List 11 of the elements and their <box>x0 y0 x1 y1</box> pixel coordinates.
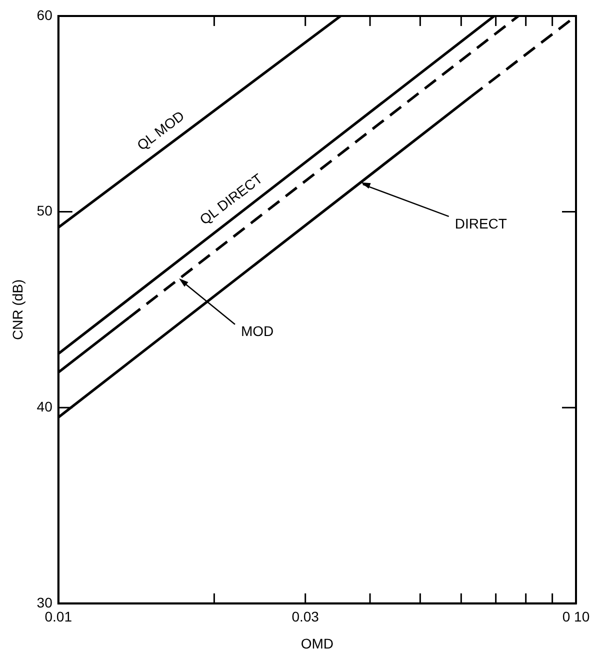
y-tick-label: 50 <box>36 202 53 219</box>
y-tick-label: 60 <box>36 6 53 23</box>
x-tick-label: 0 10 <box>562 608 590 625</box>
x-tick-label: 0.01 <box>44 608 72 625</box>
y-tick-label: 30 <box>36 594 53 610</box>
y-axis-title: CNR (dB) <box>9 279 26 340</box>
annotation: MOD <box>240 323 274 340</box>
y-tick-label: 40 <box>36 398 53 414</box>
x-axis-title: OMD <box>300 635 334 652</box>
annotation: DIRECT <box>454 215 508 232</box>
x-tick-label: 0.03 <box>292 608 320 625</box>
